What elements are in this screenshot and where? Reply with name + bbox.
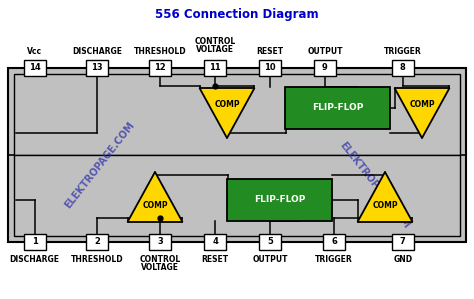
- Bar: [204, 60, 226, 76]
- Bar: [228, 179, 332, 221]
- Text: GND: GND: [393, 255, 412, 264]
- Bar: [24, 60, 46, 76]
- Text: ELEKTROPAGE.COM: ELEKTROPAGE.COM: [337, 140, 411, 230]
- Bar: [24, 234, 46, 250]
- Text: 8: 8: [400, 63, 406, 72]
- Text: COMP: COMP: [372, 201, 398, 210]
- Text: COMP: COMP: [214, 100, 240, 109]
- Text: 556 Connection Diagram: 556 Connection Diagram: [155, 8, 319, 21]
- Polygon shape: [128, 172, 182, 222]
- Text: THRESHOLD: THRESHOLD: [71, 255, 124, 264]
- Bar: [285, 87, 391, 129]
- Bar: [259, 234, 281, 250]
- Text: 11: 11: [209, 63, 221, 72]
- Bar: [14, 74, 460, 155]
- Bar: [86, 234, 109, 250]
- Text: VOLTAGE: VOLTAGE: [196, 45, 234, 54]
- Bar: [323, 234, 345, 250]
- Text: 4: 4: [212, 237, 218, 246]
- Text: CONTROL: CONTROL: [194, 37, 236, 46]
- Text: COMP: COMP: [409, 100, 435, 109]
- Bar: [8, 68, 466, 242]
- Bar: [204, 234, 226, 250]
- Text: TRIGGER: TRIGGER: [384, 47, 422, 56]
- Text: 6: 6: [331, 237, 337, 246]
- Text: 1: 1: [32, 237, 37, 246]
- Text: 7: 7: [400, 237, 406, 246]
- Bar: [392, 234, 414, 250]
- Text: Vcc: Vcc: [27, 47, 42, 56]
- Bar: [259, 60, 281, 76]
- Polygon shape: [357, 172, 412, 222]
- Text: 9: 9: [322, 63, 328, 72]
- Text: 12: 12: [154, 63, 166, 72]
- Text: 3: 3: [157, 237, 163, 246]
- Bar: [149, 234, 171, 250]
- Bar: [14, 155, 460, 236]
- Text: TRIGGER: TRIGGER: [315, 255, 353, 264]
- Bar: [314, 60, 336, 76]
- Text: THRESHOLD: THRESHOLD: [134, 47, 186, 56]
- Text: OUTPUT: OUTPUT: [307, 47, 343, 56]
- Text: FLIP-FLOP: FLIP-FLOP: [255, 196, 306, 205]
- Text: ELEKTROPAGE.COM: ELEKTROPAGE.COM: [63, 120, 137, 210]
- Bar: [149, 60, 171, 76]
- Text: 2: 2: [94, 237, 100, 246]
- Bar: [86, 60, 109, 76]
- Text: COMP: COMP: [142, 201, 168, 210]
- Text: OUTPUT: OUTPUT: [252, 255, 288, 264]
- Text: RESET: RESET: [201, 255, 228, 264]
- Text: FLIP-FLOP: FLIP-FLOP: [312, 103, 364, 112]
- Polygon shape: [394, 88, 449, 138]
- Text: RESET: RESET: [256, 47, 283, 56]
- Bar: [392, 60, 414, 76]
- Text: CONTROL: CONTROL: [139, 255, 181, 264]
- Text: VOLTAGE: VOLTAGE: [141, 263, 179, 272]
- Text: 13: 13: [91, 63, 103, 72]
- Text: DISCHARGE: DISCHARGE: [73, 47, 122, 56]
- Text: 10: 10: [264, 63, 276, 72]
- Text: 14: 14: [29, 63, 40, 72]
- Polygon shape: [200, 88, 255, 138]
- Text: 5: 5: [267, 237, 273, 246]
- Text: DISCHARGE: DISCHARGE: [9, 255, 60, 264]
